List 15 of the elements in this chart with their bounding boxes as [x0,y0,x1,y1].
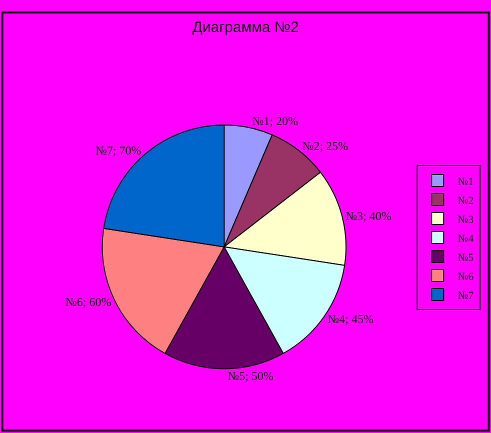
chart-title: Диаграмма №2 [192,19,299,36]
data-label: №5; 50% [228,368,274,383]
data-label: №7; 70% [95,143,142,158]
data-label: №3; 40% [346,208,392,223]
data-label: №1; 20% [252,114,298,128]
legend-label: №5 [458,252,474,264]
legend-label: №6 [458,270,474,283]
legend-label: №4 [458,232,474,245]
legend-label: №1 [458,176,474,188]
legend-label: №2 [458,194,474,207]
data-label: №6; 60% [65,294,112,309]
legend-label: №7 [458,290,474,302]
legend-label: №3 [458,214,474,226]
data-label: №2; 25% [302,139,348,154]
data-label: №4; 45% [328,312,374,326]
